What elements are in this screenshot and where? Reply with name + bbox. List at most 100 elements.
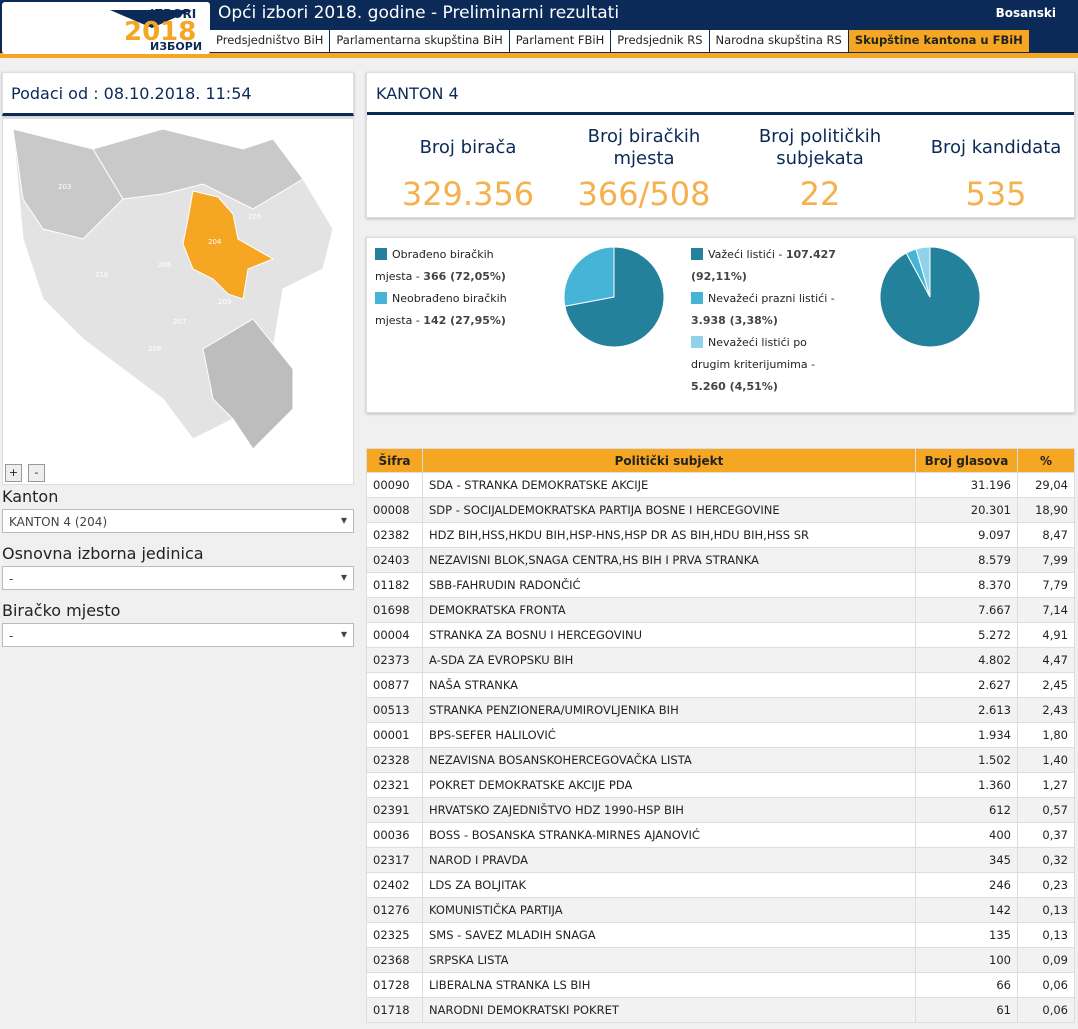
table-cell: 7,99 <box>1017 547 1075 573</box>
table-row: 00001 BPS-SEFER HALILOVIĆ 1.934 1,80 <box>366 722 1075 748</box>
site-title: Opći izbori 2018. godine - Preliminarni … <box>218 3 620 23</box>
table-cell: 246 <box>915 872 1018 898</box>
table-cell: 4.802 <box>915 647 1018 673</box>
table-cell: 00513 <box>366 697 423 723</box>
table-cell: 0,32 <box>1017 847 1075 873</box>
tab[interactable]: Parlamentarna skupština BiH <box>330 30 509 52</box>
pie-slice <box>563 246 615 307</box>
table-cell: 2.627 <box>915 672 1018 698</box>
tab[interactable]: Predsjednik RS <box>611 30 709 52</box>
table-row: 00008 SDP - SOCIJALDEMOKRATSKA PARTIJA BO… <box>366 497 1075 523</box>
table-row: 00036 BOSS - BOSANSKA STRANKA-MIRNES AJAN… <box>366 822 1075 848</box>
legend-value: 142 (27,95%) <box>423 314 506 327</box>
table-cell: 00008 <box>366 497 423 523</box>
table-cell: 135 <box>915 922 1018 948</box>
table-cell: BPS-SEFER HALILOVIĆ <box>422 722 916 748</box>
tab[interactable]: Parlament FBiH <box>509 30 611 52</box>
map-label: 209 <box>218 298 231 306</box>
map: 203 205 204 210 206 209 207 208 + - <box>2 118 354 485</box>
table-cell: 02321 <box>366 772 423 798</box>
table-cell: 02317 <box>366 847 423 873</box>
legend-item: Nevažeći listići po drugim kriterijumima… <box>691 332 841 398</box>
legend-swatch <box>691 336 703 348</box>
pie-slice <box>915 246 931 298</box>
stat: Broj birača 329.356 <box>383 125 553 213</box>
results-table: Šifra Politički subjekt Broj glasova% 00090… <box>366 448 1075 1023</box>
table-cell: SMS - SAVEZ MLADIH SNAGA <box>422 922 916 948</box>
table-cell: 0,57 <box>1017 797 1075 823</box>
table-row: 00513 STRANKA PENZIONERA/UMIROVLJENIKA BI… <box>366 697 1075 723</box>
table-cell: SBB-FAHRUDIN RADONČIĆ <box>422 572 916 598</box>
table-cell: 00004 <box>366 622 423 648</box>
legend-label: Važeći listići - <box>708 248 786 261</box>
table-row: 00004 STRANKA ZA BOSNU I HERCEGOVINU 5.272… <box>366 622 1075 648</box>
language[interactable]: Bosanski <box>995 6 1056 20</box>
zoom-out[interactable]: - <box>28 464 45 482</box>
map-label: 203 <box>58 183 71 191</box>
logo-bottom: ИЗБОРИ <box>150 40 202 53</box>
table-cell: 7.667 <box>915 597 1018 623</box>
legend-label: Nevažeći listići po drugim kriterijumima… <box>691 336 816 371</box>
table-row: 02403 NEZAVISNI BLOK,SNAGA CENTRA,HS BIH … <box>366 547 1075 573</box>
pie-legend: Važeći listići - 107.427 (92,11%) Nevažeć… <box>691 244 841 398</box>
table-cell: NARODNI DEMOKRATSKI POKRET <box>422 997 916 1023</box>
legend-item: Nevažeći prazni listići - 3.938 (3,38%) <box>691 288 841 332</box>
table-cell: HDZ BIH,HSS,HKDU BIH,HSP-HNS,HSP DR AS B… <box>422 522 916 548</box>
table-cell: NEZAVISNA BOSANSKOHERCEGOVAČKA LISTA <box>422 747 916 773</box>
pie-panel: Obrađeno biračkih mjesta - 366 (72,05%) N… <box>366 237 1075 413</box>
tabs: Predsjedništvo BiH Parlamentarna skupštin… <box>210 30 1030 52</box>
table-cell: 00877 <box>366 672 423 698</box>
table-cell: 2.613 <box>915 697 1018 723</box>
tab[interactable]: Skupštine kantona u FBiH <box>848 30 1029 52</box>
table-cell: 00090 <box>366 472 423 498</box>
filter-select[interactable]: - <box>2 623 354 647</box>
table-cell: 0,06 <box>1017 997 1075 1023</box>
legend-swatch <box>375 248 387 260</box>
pie <box>563 246 665 348</box>
table-cell: STRANKA PENZIONERA/UMIROVLJENIKA BIH <box>422 697 916 723</box>
table-cell: 345 <box>915 847 1018 873</box>
tab[interactable]: Predsjedništvo BiH <box>210 30 330 52</box>
table-row: 02325 SMS - SAVEZ MLADIH SNAGA 135 0,13 <box>366 922 1075 948</box>
stat: Broj biračkih mjesta 366/508 <box>559 125 729 213</box>
table-cell: 02373 <box>366 647 423 673</box>
table-cell: LIBERALNA STRANKA LS BIH <box>422 972 916 998</box>
column-header: Šifra <box>366 448 423 473</box>
table-cell: 4,91 <box>1017 622 1075 648</box>
stat-value: 22 <box>799 175 841 213</box>
table-cell: 02325 <box>366 922 423 948</box>
legend-swatch <box>691 248 703 260</box>
table-cell: 142 <box>915 897 1018 923</box>
logo-art: IZBORI 2018 ИЗБОРИ <box>110 7 202 53</box>
table-cell: 02368 <box>366 947 423 973</box>
logo-shape <box>110 10 192 28</box>
table-cell: 61 <box>915 997 1018 1023</box>
filter-label: Osnovna izborna jedinica <box>2 544 204 563</box>
stat-label: Broj biračkih mjesta <box>587 126 701 169</box>
map-label: 207 <box>173 318 186 326</box>
table-cell: KOMUNISTIČKA PARTIJA <box>422 897 916 923</box>
table-cell: 31.196 <box>915 472 1018 498</box>
table-cell: NAROD I PRAVDA <box>422 847 916 873</box>
zoom-in[interactable]: + <box>5 464 22 482</box>
logo[interactable]: IZBORI 2018 ИЗБОРИ <box>2 2 210 54</box>
table-cell: 100 <box>915 947 1018 973</box>
filter-select[interactable]: - <box>2 566 354 590</box>
table-cell: 0,13 <box>1017 922 1075 948</box>
legend-value: 366 (72,05%) <box>423 270 506 283</box>
table-cell: 01182 <box>366 572 423 598</box>
legend-label: Obrađeno biračkih mjesta - <box>375 248 494 283</box>
table-cell: 7,79 <box>1017 572 1075 598</box>
tab[interactable]: Narodna skupština RS <box>709 30 848 52</box>
filter-select[interactable]: KANTON 4 (204) <box>2 509 354 533</box>
stat: Broj kandidata 535 <box>911 125 1078 213</box>
table-row: 00877 NAŠA STRANKA 2.627 2,45 <box>366 672 1075 698</box>
table-cell: 0,06 <box>1017 972 1075 998</box>
date: Podaci od : 08.10.2018. 11:54 <box>2 72 354 116</box>
map-label: 210 <box>95 271 108 279</box>
stat-label: Broj birača <box>419 137 517 158</box>
table-cell: 400 <box>915 822 1018 848</box>
table-cell: 612 <box>915 797 1018 823</box>
table-cell: SRPSKA LISTA <box>422 947 916 973</box>
legend-swatch <box>375 292 387 304</box>
